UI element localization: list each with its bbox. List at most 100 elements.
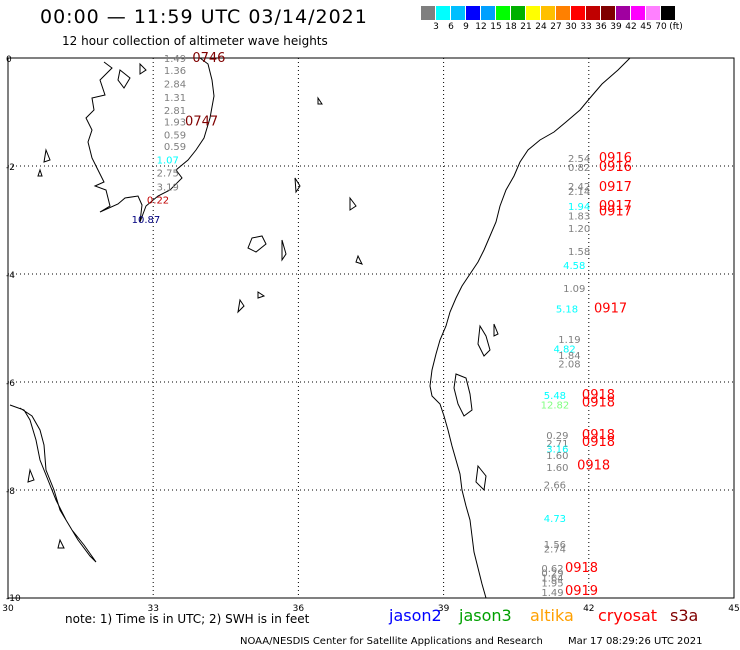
legend-label: 45 bbox=[640, 22, 652, 32]
legend-label: 33 bbox=[580, 22, 592, 32]
legend-swatch bbox=[616, 6, 631, 20]
wave-height-label: 2.84 bbox=[164, 79, 186, 90]
latitude-tick-label: -2 bbox=[6, 163, 15, 173]
coastlines bbox=[9, 57, 631, 599]
wave-labels: 1.49 07461.362.841.312.811.9307470.590.59… bbox=[132, 51, 632, 599]
wave-height-label: 1.31 bbox=[164, 93, 186, 104]
legend-swatch bbox=[661, 6, 676, 20]
pass-time-label: 0918 bbox=[582, 428, 615, 443]
wave-height-label: 2.81 bbox=[164, 106, 186, 117]
legend-label: 3 bbox=[433, 22, 439, 32]
wave-height-label: 1.49 bbox=[541, 588, 563, 599]
wave-height-label: 2.75 bbox=[157, 168, 179, 179]
latitude-tick-label: -6 bbox=[6, 379, 15, 389]
legend-label: 39 bbox=[610, 22, 622, 32]
mission-label-jason3: jason3 bbox=[459, 606, 512, 625]
legend-swatch bbox=[556, 6, 571, 20]
axis-tick-labels: 30 33 36 39 42 45 0 -2 -4 -6 -8 -10 bbox=[2, 55, 739, 614]
wave-height-label: 4.58 bbox=[563, 261, 585, 272]
wave-height-label: 2.71 bbox=[546, 439, 568, 450]
wave-height-label: 1.49 bbox=[164, 54, 186, 65]
wave-height-label: 0.22 bbox=[147, 195, 169, 206]
map-frame bbox=[7, 57, 735, 599]
wave-height-label: 1.07 bbox=[157, 156, 179, 167]
wave-height-label: 0.59 bbox=[164, 131, 186, 142]
legend-swatch bbox=[541, 6, 556, 20]
wave-height-label: 1.93 bbox=[164, 118, 186, 129]
wave-height-label: 0.29 bbox=[541, 569, 563, 580]
mission-label-cryosat: cryosat bbox=[598, 606, 658, 625]
wave-height-label: 0.62 bbox=[541, 564, 563, 575]
pass-time-label: 0916 bbox=[599, 151, 632, 166]
wave-height-label: 1.09 bbox=[563, 284, 585, 295]
pass-time-label: 0917 bbox=[599, 180, 632, 195]
wave-height-label: 2.74 bbox=[544, 544, 566, 555]
legend-swatch bbox=[511, 6, 526, 20]
pass-time-label: 0917 bbox=[594, 302, 627, 317]
pass-time-label: 0917 bbox=[599, 204, 632, 219]
legend-swatch bbox=[451, 6, 466, 20]
wave-height-label: 1.84 bbox=[558, 351, 580, 362]
page-title: 00:00 — 11:59 UTC 03/14/2021 bbox=[40, 6, 368, 28]
latitude-tick-label: -10 bbox=[6, 594, 21, 604]
wave-height-label: 0.82 bbox=[568, 163, 590, 174]
wave-height-label: 1.83 bbox=[568, 212, 590, 223]
legend-label: 9 bbox=[463, 22, 469, 32]
wave-height-label: 1.94 bbox=[568, 202, 590, 213]
legend-label: (ft) bbox=[669, 22, 683, 32]
legend-swatch bbox=[436, 6, 451, 20]
wave-height-label: 1.19 bbox=[558, 335, 580, 346]
pass-time-label: 0918 bbox=[582, 388, 615, 403]
credit-line: NOAA/NESDIS Center for Satellite Applica… bbox=[240, 636, 543, 647]
pass-time-label: 0918 bbox=[582, 435, 615, 450]
wave-height-label: 1.60 bbox=[546, 451, 568, 462]
wave-height-label: 12.82 bbox=[541, 401, 570, 412]
longitude-tick-label: 36 bbox=[293, 604, 305, 614]
legend-swatch bbox=[496, 6, 511, 20]
mission-label-s3a: s3a bbox=[670, 606, 699, 625]
wave-height-label: 10.87 bbox=[132, 215, 161, 226]
wave-height-label: 1.60 bbox=[546, 463, 568, 474]
legend-label: 70 bbox=[655, 22, 667, 32]
footnote: note: 1) Time is in UTC; 2) SWH is in fe… bbox=[65, 612, 310, 626]
legend-label: 12 bbox=[475, 22, 487, 32]
wave-height-label: 1.56 bbox=[544, 540, 566, 551]
wave-height-label: 0.29 bbox=[546, 431, 568, 442]
latitude-tick-label: 0 bbox=[6, 55, 12, 65]
pass-time-label: 0918 bbox=[577, 459, 610, 474]
wave-height-label: 4.73 bbox=[544, 514, 566, 525]
wave-height-label: 2.14 bbox=[568, 187, 590, 198]
legend-swatch bbox=[571, 6, 586, 20]
longitude-tick-label: 30 bbox=[2, 604, 14, 614]
legend-label: 36 bbox=[595, 22, 607, 32]
wave-height-label: 1.64 bbox=[541, 573, 563, 584]
legend-label: 18 bbox=[505, 22, 517, 32]
wave-height-label: 2.66 bbox=[544, 481, 566, 492]
color-legend-labels: 3 6 9 12 15 18 21 24 27 30 33 36 39 42 45 70 (ft) bbox=[421, 22, 740, 34]
legend-swatch bbox=[421, 6, 436, 20]
longitude-tick-label: 39 bbox=[438, 604, 450, 614]
longitude-tick-label: 42 bbox=[583, 604, 594, 614]
legend-swatch bbox=[601, 6, 616, 20]
wave-height-label: 5.48 bbox=[544, 391, 566, 402]
pass-time-label: 0747 bbox=[185, 115, 218, 130]
generation-timestamp: Mar 17 08:29:26 UTC 2021 bbox=[568, 636, 703, 647]
mission-label-jason2: jason2 bbox=[389, 606, 442, 625]
pass-time-label: 0917 bbox=[599, 199, 632, 214]
pass-time-label: 0919 bbox=[565, 584, 598, 599]
wave-height-label: 2.54 bbox=[568, 154, 590, 165]
wave-height-label: 0.59 bbox=[164, 142, 186, 153]
wave-height-label: 3.16 bbox=[546, 444, 568, 455]
mission-label-altika: altika bbox=[530, 606, 574, 625]
legend-swatch bbox=[466, 6, 481, 20]
legend-swatch bbox=[481, 6, 496, 20]
legend-swatch bbox=[631, 6, 646, 20]
wave-height-label: 2.08 bbox=[558, 360, 580, 371]
pass-time-label: 0746 bbox=[192, 51, 225, 66]
page-subtitle: 12 hour collection of altimeter wave hei… bbox=[62, 34, 328, 48]
longitude-tick-label: 45 bbox=[728, 604, 739, 614]
pass-time-label: 0916 bbox=[599, 160, 632, 175]
wave-height-label: 3.19 bbox=[157, 183, 179, 194]
longitude-tick-label: 33 bbox=[147, 604, 158, 614]
